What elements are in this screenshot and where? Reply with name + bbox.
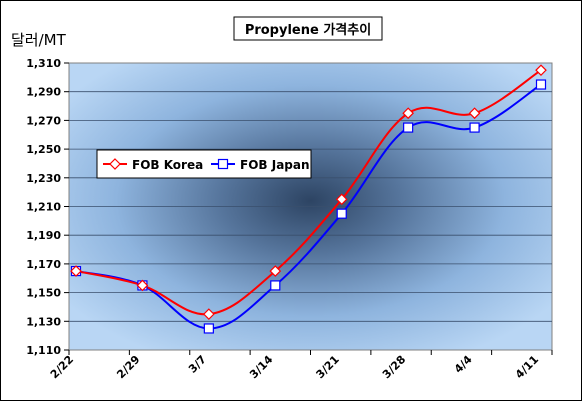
data-point [270,280,281,291]
legend-marker [217,158,229,170]
x-tick-label: 3/21 [314,353,342,381]
chart-title: Propylene 가격추이 [245,22,371,38]
y-tick-label: 1,270 [26,114,61,127]
y-tick-label: 1,110 [26,344,61,357]
data-point [468,107,481,120]
data-point [336,208,347,219]
y-tick-label: 1,210 [26,201,61,214]
y-tick-label: 1,130 [26,315,61,328]
series-lines [70,64,547,334]
data-point [203,323,214,334]
x-axis: 2/22 2/29 3/7 3/14 3/21 3/28 4/4 4/11 [48,350,553,382]
data-point [469,122,480,133]
x-tick-label: 2/29 [114,353,142,381]
y-tick-label: 1,290 [26,86,61,99]
y-tick-label: 1,190 [26,229,61,242]
data-point [403,122,414,133]
y-axis: 1,110 1,130 1,150 1,170 1,190 1,210 1,230 1,250… [26,57,69,357]
y-tick-label: 1,310 [26,57,61,70]
data-point [402,107,414,120]
data-point [203,308,215,320]
data-point [335,193,348,206]
x-tick-label: 4/11 [513,353,541,381]
x-tick-label: 2/22 [48,353,76,381]
y-axis-label: 달러/MT [11,31,67,49]
legend-box [96,149,312,179]
y-tick-label: 1,170 [26,258,61,271]
chart-title-box: Propylene 가격추이 [233,16,383,41]
data-point [70,265,82,277]
legend: FOB Korea FOB Japan [96,149,312,179]
data-point [136,279,149,292]
legend-label: FOB Korea [132,158,203,172]
y-tick-label: 1,230 [26,172,61,185]
y-tick-label: 1,150 [26,287,61,300]
x-tick-label: 3/7 [186,353,209,376]
data-point [269,265,282,277]
x-tick-label: 4/4 [452,353,475,376]
y-tick-label: 1,250 [26,143,61,156]
series-line [75,83,542,330]
x-tick-label: 3/28 [380,353,408,381]
data-point [535,79,547,90]
series-line [75,69,542,316]
x-tick-label: 3/14 [247,353,276,382]
legend-marker [109,158,121,170]
legend-label: FOB Japan [240,158,310,172]
data-point [535,64,547,77]
